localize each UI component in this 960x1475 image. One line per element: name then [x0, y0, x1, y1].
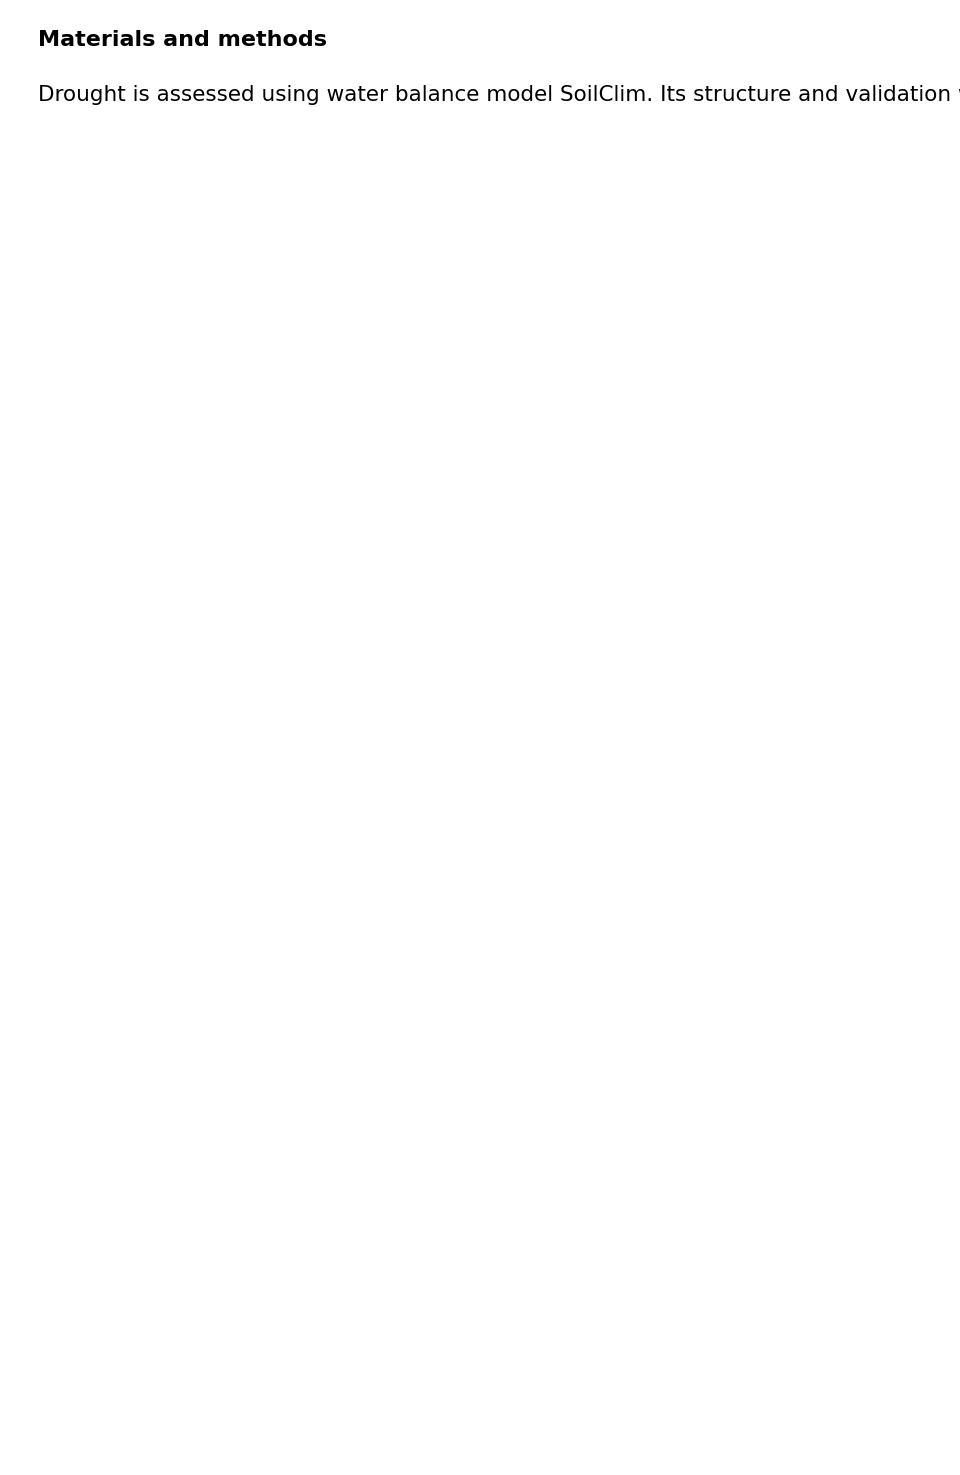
Text: Materials and methods: Materials and methods	[38, 30, 327, 50]
Text: Drought is assessed using water balance model SoilClim. Its structure and valida: Drought is assessed using water balance …	[38, 86, 960, 105]
